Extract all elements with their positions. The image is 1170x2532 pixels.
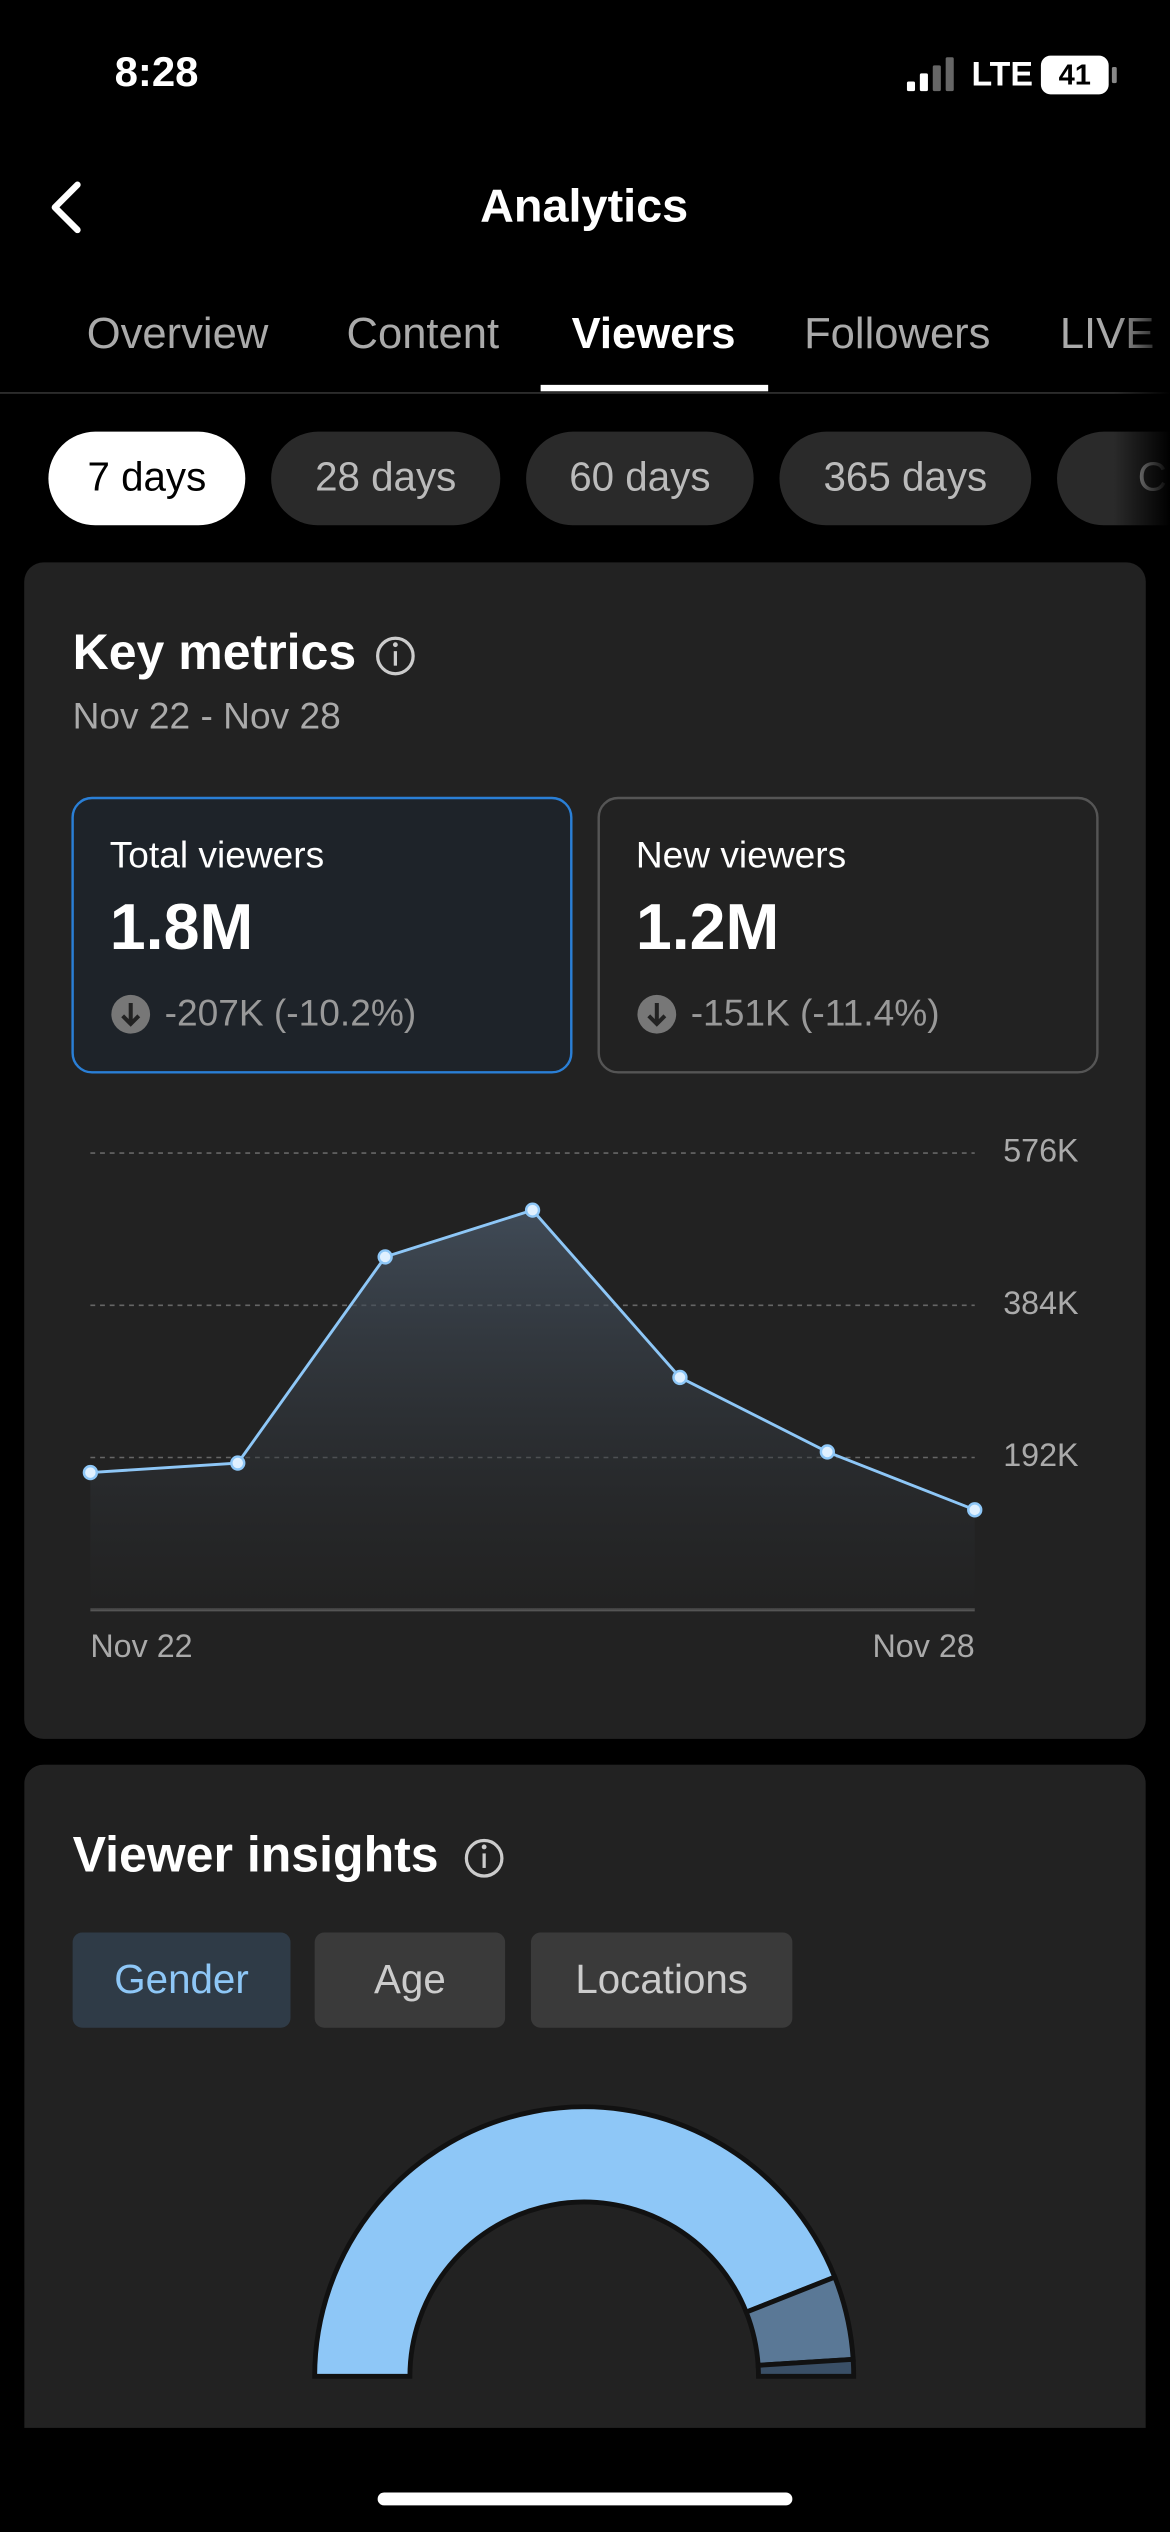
- point: [524, 1202, 541, 1218]
- point: [672, 1369, 688, 1386]
- period-pill[interactable]: [526, 431, 754, 526]
- date-range: Nov 22 - Nov 28: [73, 695, 341, 737]
- point: [377, 1249, 393, 1265]
- x-tick-label: Nov 28: [872, 1628, 974, 1664]
- filter-button[interactable]: [314, 1932, 506, 2028]
- point: [819, 1444, 836, 1460]
- tab-indicator: [540, 384, 769, 392]
- battery-tip: [1111, 66, 1117, 84]
- gender-chart: [312, 2104, 857, 2379]
- metric-value: 1.2M: [636, 891, 780, 963]
- info-icon[interactable]: [464, 1838, 504, 1878]
- period-label: 7 days: [87, 454, 206, 500]
- network-label: LTE: [972, 56, 1033, 94]
- filter-label: Gender: [114, 1956, 249, 2002]
- y-tick-label: 576K: [1003, 1133, 1079, 1169]
- filter-label: Locations: [575, 1956, 748, 2002]
- metric-cards: Total viewers 1.8M -207K (-10.2%) New viewe…: [71, 796, 1099, 1074]
- period-label: 365 days: [823, 454, 987, 500]
- period-pill[interactable]: [271, 431, 501, 526]
- metric-change: -151K (-11.4%): [691, 992, 940, 1034]
- tab[interactable]: Viewers: [572, 310, 736, 358]
- period-label: 28 days: [315, 454, 456, 500]
- metric-card[interactable]: [597, 796, 1099, 1074]
- card-background: [24, 1764, 1146, 2428]
- metric-change: -207K (-10.2%): [165, 992, 417, 1034]
- insight-filters: Gender Age Locations: [72, 1932, 793, 2028]
- point: [82, 1464, 99, 1481]
- back-button[interactable]: [51, 181, 81, 234]
- donut-segment: [312, 2104, 838, 2379]
- filter-button[interactable]: [72, 1932, 291, 2028]
- scroll-fade: [1113, 291, 1170, 542]
- filter-button[interactable]: [530, 1932, 793, 2028]
- metric-value: 1.8M: [110, 891, 253, 963]
- point: [967, 1502, 983, 1518]
- status-time: 8:28: [115, 48, 199, 95]
- x-tick-label: Nov 22: [90, 1628, 192, 1664]
- metric-label: New viewers: [636, 834, 846, 876]
- page-title: Analytics: [480, 179, 688, 231]
- period-pill[interactable]: [779, 431, 1032, 526]
- donut-segment: [755, 2356, 857, 2379]
- tab[interactable]: Followers: [804, 310, 990, 358]
- down-arrow: [647, 1002, 667, 1027]
- line-chart: 192K 384K 576K Nov 22 Nov 28: [82, 1133, 1079, 1664]
- battery-level: 41: [1059, 59, 1091, 91]
- period-label: 60 days: [569, 454, 710, 500]
- section-title: Viewer insights: [73, 1826, 439, 1882]
- y-tick-label: 192K: [1003, 1437, 1079, 1473]
- section-title: Key metrics: [73, 624, 357, 680]
- point: [230, 1455, 246, 1471]
- y-tick-label: 384K: [1003, 1285, 1079, 1321]
- signal-icon: [906, 57, 954, 92]
- home-indicator: [377, 2492, 793, 2506]
- info-icon[interactable]: [376, 636, 415, 676]
- tab[interactable]: Overview: [87, 310, 269, 358]
- battery-icon: [1040, 55, 1109, 95]
- area: [90, 1210, 975, 1610]
- down-arrow: [121, 1002, 141, 1027]
- filter-label: Age: [374, 1956, 446, 2002]
- metric-card[interactable]: [71, 796, 573, 1074]
- tab[interactable]: Content: [347, 310, 500, 358]
- tab-bar: Overview Content Viewers Followers LIVE: [87, 310, 1154, 392]
- metric-label: Total viewers: [110, 834, 324, 876]
- viewer-insights-card: Viewer insights Gender Age Locations: [24, 1764, 1146, 2428]
- period-pill[interactable]: [48, 431, 246, 526]
